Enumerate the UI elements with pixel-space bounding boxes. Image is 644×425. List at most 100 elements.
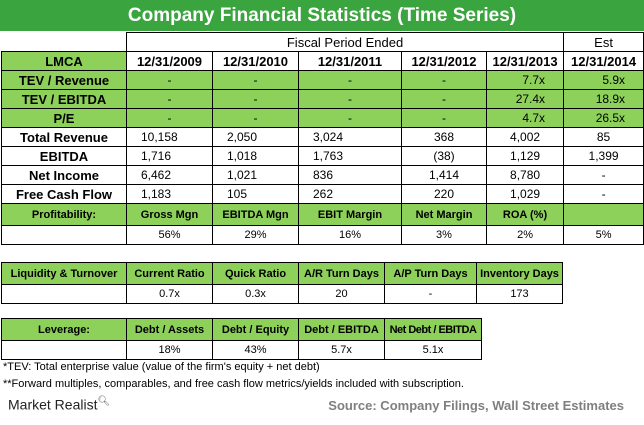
header-blank-cell <box>1 32 127 52</box>
table-cell: - <box>563 165 644 185</box>
table-row: TEV / EBITDA - - - - 27.4x 18.9x <box>1 89 644 109</box>
table-cell: 26.5x <box>563 108 644 128</box>
leverage-header-row: Leverage: Debt / Assets Debt / Equity De… <box>1 318 482 341</box>
financial-stats-table: Fiscal Period Ended Est LMCA 12/31/2009 … <box>1 32 644 245</box>
table-cell: 18.9x <box>563 89 644 109</box>
metric-header: Net Debt / EBITDA <box>384 318 482 341</box>
metric-value: 20 <box>298 284 385 304</box>
blank-cell <box>1 340 127 360</box>
table-cell: 1,716 <box>126 146 213 166</box>
table-header-row-periods: LMCA 12/31/2009 12/31/2010 12/31/2011 12… <box>1 51 644 71</box>
table-cell: 1,399 <box>563 146 644 166</box>
table-cell: 1,414 <box>401 165 487 185</box>
metric-header: A/P Turn Days <box>384 262 477 285</box>
metric-value: 0.3x <box>212 284 299 304</box>
table-cell: - <box>401 70 487 90</box>
table-header-row-top: Fiscal Period Ended Est <box>1 32 644 52</box>
blank-cell <box>1 284 127 304</box>
metric-header: EBIT Margin <box>298 203 402 226</box>
leverage-values-row: 18% 43% 5.7x 5.1x <box>1 340 482 360</box>
magnifier-icon: 🔍︎ <box>97 396 111 407</box>
table-cell: - <box>126 89 213 109</box>
logo-text: Market Realist <box>8 396 98 413</box>
metric-value: 173 <box>476 284 563 304</box>
table-cell: - <box>212 89 299 109</box>
profitability-label: Profitability: <box>1 203 127 226</box>
metric-header: EBITDA Mgn <box>212 203 299 226</box>
leverage-label: Leverage: <box>1 318 127 341</box>
row-label: Total Revenue <box>1 127 127 147</box>
metric-value: 5.1x <box>384 340 482 360</box>
table-cell: - <box>298 89 402 109</box>
footnote: **Forward multiples, comparables, and fr… <box>3 378 464 390</box>
row-label: EBITDA <box>1 146 127 166</box>
table-cell: 7.7x <box>485 70 565 90</box>
period-header: 12/31/2012 <box>401 51 487 71</box>
table-cell: 262 <box>298 184 402 204</box>
metric-header: Net Margin <box>401 203 487 226</box>
metric-value: 5% <box>563 225 644 245</box>
profitability-values-row: 56% 29% 16% 3% 2% 5% <box>1 225 644 245</box>
table-row: TEV / Revenue - - - - 7.7x 5.9x <box>1 70 644 90</box>
table-cell: - <box>126 108 213 128</box>
metric-header: Inventory Days <box>476 262 563 285</box>
table-row: Free Cash Flow 1,183 105 262 220 1,029 - <box>1 184 644 204</box>
metric-header: Quick Ratio <box>212 262 299 285</box>
table-row: Total Revenue 10,158 2,050 3,024 368 4,0… <box>1 127 644 147</box>
table-cell: 5.9x <box>563 70 644 90</box>
fiscal-period-label: Fiscal Period Ended <box>125 32 565 52</box>
metric-header: Debt / Equity <box>212 318 299 341</box>
metric-value: - <box>384 284 477 304</box>
table-row: Net Income 6,462 1,021 836 1,414 8,780 - <box>1 165 644 185</box>
table-cell: 8,780 <box>485 165 565 185</box>
metric-value: 29% <box>212 225 299 245</box>
liquidity-values-row: 0.7x 0.3x 20 - 173 <box>1 284 563 304</box>
metric-value: 2% <box>485 225 565 245</box>
table-cell: - <box>212 108 299 128</box>
table-cell: 4.7x <box>485 108 565 128</box>
table-cell: - <box>563 184 644 204</box>
table-cell: 1,021 <box>212 165 299 185</box>
row-label: Free Cash Flow <box>1 184 127 204</box>
row-label: Net Income <box>1 165 127 185</box>
blank-cell <box>1 225 127 245</box>
metric-value: 0.7x <box>126 284 213 304</box>
metric-header: ROA (%) <box>485 203 565 226</box>
period-header: 12/31/2011 <box>298 51 402 71</box>
table-cell: 3,024 <box>298 127 402 147</box>
table-cell: 1,129 <box>485 146 565 166</box>
table-row: EBITDA 1,716 1,018 1,763 (38) 1,129 1,39… <box>1 146 644 166</box>
table-cell: 10,158 <box>126 127 213 147</box>
metric-header: Debt / EBITDA <box>298 318 385 341</box>
leverage-table: Leverage: Debt / Assets Debt / Equity De… <box>1 318 482 360</box>
page-title: Company Financial Statistics (Time Serie… <box>0 0 644 31</box>
ticker-label: LMCA <box>1 51 127 71</box>
table-cell: 4,002 <box>485 127 565 147</box>
metric-value: 18% <box>126 340 213 360</box>
metric-value: 56% <box>126 225 213 245</box>
metric-header: Current Ratio <box>126 262 213 285</box>
metric-header: Gross Mgn <box>126 203 213 226</box>
table-cell: 1,763 <box>298 146 402 166</box>
est-label: Est <box>563 32 644 52</box>
table-cell: - <box>126 70 213 90</box>
metric-value: 43% <box>212 340 299 360</box>
metric-value: 3% <box>401 225 487 245</box>
table-cell: 220 <box>401 184 487 204</box>
metric-value: 16% <box>298 225 402 245</box>
table-cell: 85 <box>563 127 644 147</box>
table-cell: - <box>401 89 487 109</box>
period-header: 12/31/2009 <box>126 51 213 71</box>
liquidity-table: Liquidity & Turnover Current Ratio Quick… <box>1 262 563 304</box>
table-cell: - <box>212 70 299 90</box>
market-realist-logo: Market Realist🔍︎ <box>8 396 110 413</box>
row-label: TEV / EBITDA <box>1 89 127 109</box>
profitability-header-row: Profitability: Gross Mgn EBITDA Mgn EBIT… <box>1 203 644 226</box>
table-cell: 1,029 <box>485 184 565 204</box>
table-cell: 2,050 <box>212 127 299 147</box>
period-header: 12/31/2013 <box>485 51 565 71</box>
metric-header: A/R Turn Days <box>298 262 385 285</box>
metric-value: 5.7x <box>298 340 385 360</box>
source-credit: Source: Company Filings, Wall Street Est… <box>328 398 624 413</box>
table-cell: (38) <box>401 146 487 166</box>
